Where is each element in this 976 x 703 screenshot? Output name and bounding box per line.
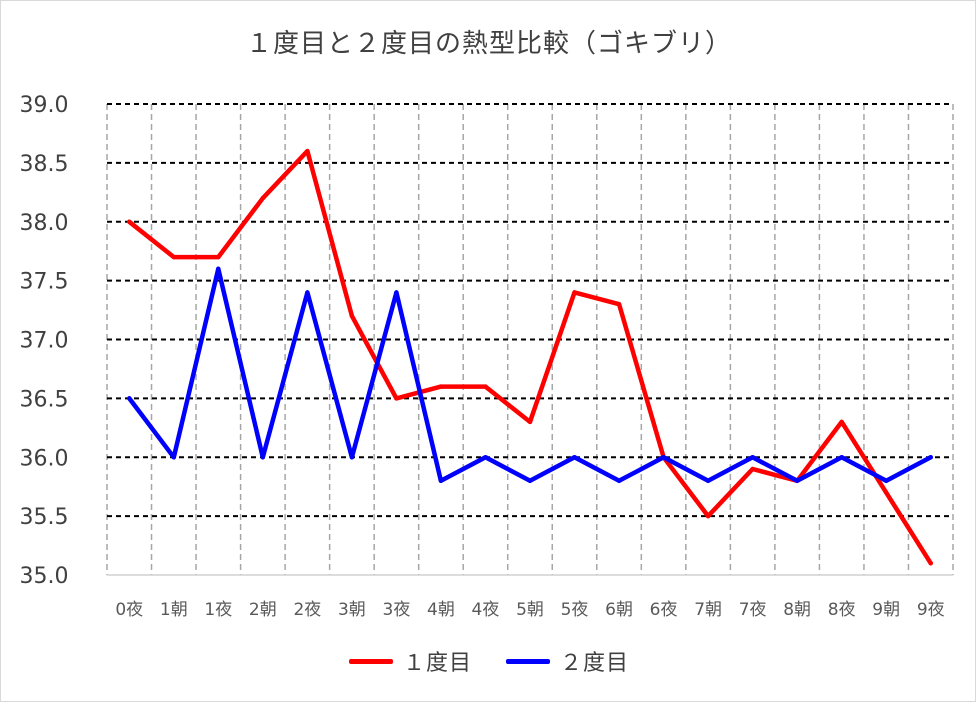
data-point-series-2 — [794, 478, 800, 483]
data-point-series-1 — [616, 301, 622, 307]
y-tick-label: 35.0 — [20, 564, 69, 589]
data-point-series-1 — [127, 219, 132, 224]
data-point-series-2 — [705, 478, 711, 483]
x-tick-label: 3夜 — [383, 600, 411, 620]
data-point-series-1 — [438, 384, 444, 389]
data-point-series-2 — [127, 396, 132, 401]
data-point-series-2 — [349, 455, 355, 460]
x-tick-label: 7朝 — [694, 600, 722, 620]
legend-item-series-2: ２度目 — [506, 645, 629, 677]
x-tick-label: 3朝 — [338, 600, 366, 620]
y-tick-label: 37.5 — [20, 270, 69, 295]
x-tick-label: 0夜 — [115, 600, 143, 620]
data-point-series-2 — [216, 266, 221, 272]
x-tick-label: 8夜 — [828, 600, 856, 620]
y-tick-label: 38.5 — [20, 152, 69, 177]
data-point-series-1 — [839, 419, 844, 425]
x-tick-label: 2夜 — [293, 600, 321, 620]
x-tick-label: 7夜 — [739, 600, 767, 620]
data-point-series-2 — [171, 455, 176, 460]
data-point-series-1 — [260, 196, 266, 201]
data-point-series-1 — [171, 254, 176, 260]
data-point-series-1 — [750, 466, 755, 472]
x-tick-label: 8朝 — [783, 600, 811, 620]
data-point-series-1 — [572, 290, 577, 295]
legend-swatch-series-2 — [506, 658, 550, 664]
y-tick-label: 35.5 — [20, 505, 69, 530]
data-point-series-1 — [349, 313, 355, 319]
data-point-series-2 — [483, 455, 488, 460]
series-line-1 — [127, 148, 933, 566]
y-tick-label: 36.0 — [20, 446, 69, 471]
x-tick-label: 9夜 — [917, 600, 945, 620]
x-tick-label: 5朝 — [516, 600, 544, 620]
data-point-series-2 — [616, 478, 622, 483]
data-point-series-1 — [527, 419, 533, 425]
data-point-series-2 — [750, 455, 755, 460]
legend-label-series-1: １度目 — [402, 651, 472, 676]
data-point-series-2 — [260, 455, 266, 460]
legend: １度目 ２度目 — [1, 645, 976, 677]
data-point-series-1 — [305, 148, 310, 154]
data-point-series-2 — [661, 455, 666, 460]
y-tick-label: 37.0 — [20, 329, 69, 354]
data-point-series-1 — [705, 513, 711, 519]
data-point-series-1 — [216, 254, 221, 260]
data-point-series-2 — [438, 478, 444, 483]
data-point-series-2 — [527, 478, 533, 483]
data-point-series-2 — [394, 290, 399, 295]
x-tick-label: 4夜 — [472, 600, 500, 620]
y-tick-label: 38.0 — [20, 211, 69, 236]
x-tick-label: 4朝 — [427, 600, 455, 620]
chart-title: １度目と２度目の熱型比較（ゴキブリ） — [245, 29, 732, 59]
legend-item-series-1: １度目 — [348, 645, 472, 677]
data-point-series-1 — [483, 384, 488, 389]
x-tick-label: 6夜 — [650, 600, 678, 620]
x-tick-label: 6朝 — [605, 600, 633, 620]
data-point-series-2 — [928, 455, 933, 460]
data-point-series-2 — [305, 290, 310, 295]
x-tick-label: 5夜 — [561, 600, 589, 620]
data-point-series-2 — [884, 478, 889, 483]
legend-label-series-2: ２度目 — [560, 651, 630, 676]
data-point-series-1 — [394, 396, 399, 401]
x-tick-label: 1夜 — [204, 600, 232, 620]
x-tick-label: 1朝 — [160, 600, 188, 620]
data-point-series-1 — [884, 490, 889, 495]
legend-swatch-series-1 — [348, 658, 393, 664]
data-point-series-2 — [839, 455, 844, 460]
data-point-series-1 — [928, 561, 933, 566]
data-point-series-2 — [572, 455, 577, 460]
series-line-2 — [127, 266, 933, 484]
x-tick-label: 9朝 — [872, 600, 900, 620]
x-tick-label: 2朝 — [249, 600, 277, 620]
y-tick-label: 39.0 — [20, 93, 69, 118]
y-tick-label: 36.5 — [20, 387, 69, 412]
